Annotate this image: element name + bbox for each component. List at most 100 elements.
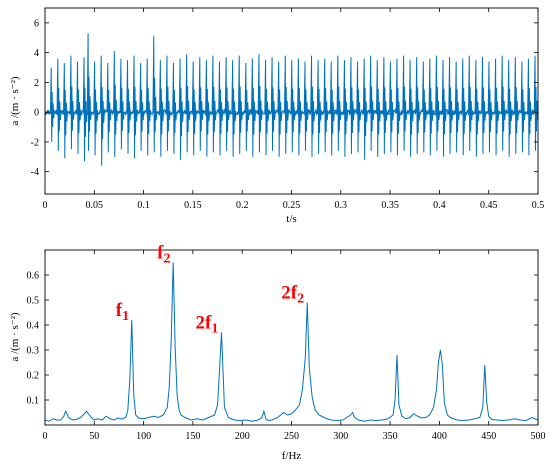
impulse — [145, 58, 151, 156]
y-tick-label: 0.5 — [27, 296, 40, 307]
x-tick-label: 0 — [43, 200, 48, 211]
impulse — [205, 60, 211, 157]
impulse — [303, 61, 309, 151]
peak-label: 2f1 — [195, 313, 218, 337]
x-tick-label: 0.15 — [184, 200, 202, 211]
impulse — [237, 55, 243, 154]
impulse — [474, 60, 480, 157]
impulse — [362, 58, 368, 160]
impulse — [270, 57, 276, 151]
impulse — [63, 63, 68, 159]
impulse — [172, 63, 178, 154]
peak-annotations: f1 f2 2f1 2f2 — [116, 243, 304, 337]
impulse — [178, 58, 184, 160]
impulse — [113, 51, 118, 157]
impulse — [56, 58, 62, 151]
impulse — [369, 55, 375, 151]
impulse — [165, 55, 171, 151]
impulse — [402, 55, 408, 151]
impulse — [481, 57, 487, 154]
impulse — [441, 60, 447, 157]
spectrum-series — [44, 262, 539, 422]
impulse — [520, 61, 526, 153]
x-tick-label: 0.35 — [381, 200, 399, 211]
impulse — [329, 61, 335, 156]
impulse — [69, 55, 75, 150]
x-tick-label: 0.05 — [86, 200, 104, 211]
impulse — [500, 55, 506, 151]
impulse — [244, 63, 250, 151]
impulse — [185, 54, 191, 153]
peak-label: f2 — [157, 243, 170, 267]
impulse — [106, 63, 112, 153]
impulse — [382, 57, 388, 154]
y-tick-label: 0.6 — [27, 271, 40, 282]
impulse — [191, 61, 197, 156]
impulse — [49, 67, 55, 142]
impulse — [251, 58, 257, 157]
impulse — [93, 61, 99, 156]
impulse — [231, 60, 237, 157]
impulse — [467, 55, 473, 151]
x-tick-label: 500 — [531, 431, 546, 442]
impulse — [152, 36, 158, 153]
y-tick-label: 2 — [34, 78, 39, 89]
impulse — [428, 58, 434, 156]
x-tick-label: 0.45 — [480, 200, 498, 211]
impulse — [119, 58, 125, 150]
bottom-x-axis-label: f/Hz — [282, 450, 302, 462]
x-tick-label: 50 — [89, 431, 99, 442]
impulse — [422, 61, 427, 153]
impulse — [323, 58, 329, 153]
impulse — [487, 61, 493, 153]
impulse — [533, 55, 539, 151]
impulse — [435, 55, 441, 151]
bottom-y-axis-label: a /(m · s⁻²) — [9, 312, 21, 361]
top-axis-ticks: 0 0.05 0.1 0.15 0.2 0.25 0.3 0.35 0.4 0.45 0.5 -4 -2… — [31, 8, 545, 211]
x-tick-label: 350 — [383, 431, 398, 442]
y-tick-label: 0.3 — [27, 346, 40, 357]
impulse — [310, 55, 316, 157]
impulse — [336, 55, 342, 151]
peak-label: f1 — [116, 300, 129, 324]
impulse — [159, 60, 165, 157]
impulse — [356, 61, 362, 153]
impulse — [507, 60, 513, 157]
impulse — [257, 54, 263, 153]
x-tick-label: 400 — [432, 431, 447, 442]
impulse — [395, 58, 401, 156]
y-tick-label: 0.4 — [27, 321, 40, 332]
impulse — [284, 55, 289, 154]
y-tick-label: 0.1 — [27, 396, 40, 407]
impulse — [211, 55, 217, 153]
impulse — [224, 57, 230, 151]
impulse — [349, 57, 355, 154]
top-y-axis-label: a /(m · s⁻²) — [9, 76, 21, 125]
y-tick-label: 0 — [34, 108, 39, 119]
x-tick-label: 0.4 — [433, 200, 446, 211]
impulse — [264, 60, 270, 156]
x-tick-label: 250 — [284, 431, 299, 442]
time-signal-series — [44, 33, 539, 166]
x-tick-label: 0.25 — [283, 200, 301, 211]
impulse — [527, 58, 533, 156]
bottom-axis-ticks: 0 50 100 150 200 250 300 350 400 450 500 0.1 0.2 0.3 0… — [27, 250, 546, 442]
bottom-plot-frame — [44, 249, 539, 426]
impulse — [126, 60, 132, 154]
spectrum-line — [44, 262, 539, 422]
x-tick-label: 100 — [136, 431, 151, 442]
impulse — [408, 60, 414, 157]
top-x-axis-label: t/s — [286, 213, 296, 225]
impulse — [76, 61, 82, 154]
impulse — [297, 58, 303, 156]
impulse — [448, 57, 454, 154]
impulse — [290, 60, 296, 153]
impulse — [139, 63, 145, 151]
impulse — [132, 55, 138, 159]
impulse — [99, 55, 105, 166]
impulse — [86, 33, 92, 151]
impulse — [389, 61, 395, 153]
impulse — [461, 58, 467, 156]
x-tick-label: 0.5 — [532, 200, 545, 211]
